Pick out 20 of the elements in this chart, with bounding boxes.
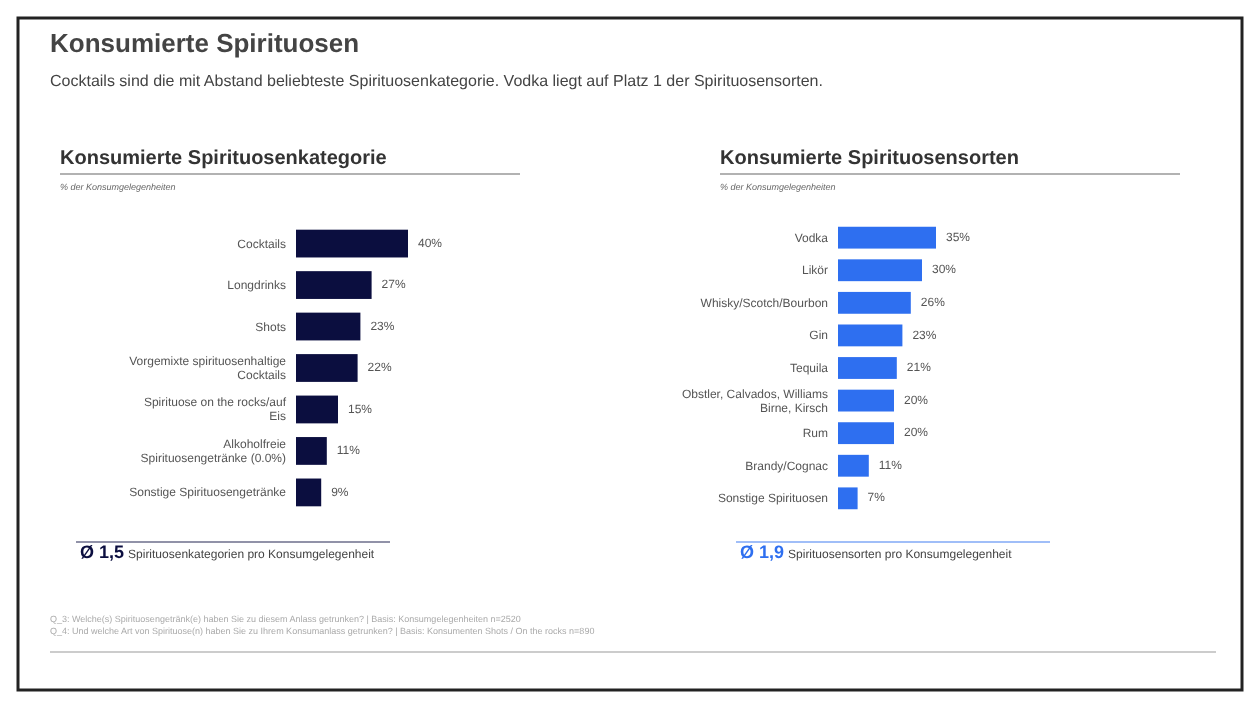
bar bbox=[296, 271, 372, 299]
chart-title: Konsumierte Spirituosenkategorie bbox=[60, 148, 388, 170]
bar bbox=[296, 395, 338, 424]
bar bbox=[296, 478, 322, 507]
bar bbox=[296, 354, 358, 382]
bar bbox=[838, 226, 936, 249]
bar bbox=[838, 291, 911, 314]
bar bbox=[296, 312, 361, 341]
bar bbox=[838, 422, 894, 445]
text: Cocktails sind die mit Abstand beliebteste Spirituosenkategorie. Vodka liegt auf Platz 1 der Spirituosensorten. bbox=[50, 72, 823, 90]
bar bbox=[838, 389, 894, 412]
bar bbox=[838, 259, 922, 282]
bar bbox=[296, 229, 408, 258]
chart-title: Konsumierte Spirituosensorten bbox=[720, 148, 1019, 170]
text: Konsumierte Spirituosen bbox=[50, 28, 360, 58]
bar bbox=[838, 454, 869, 477]
bar bbox=[838, 487, 858, 510]
bar bbox=[296, 437, 327, 465]
bar bbox=[838, 357, 897, 379]
bar bbox=[838, 324, 903, 347]
